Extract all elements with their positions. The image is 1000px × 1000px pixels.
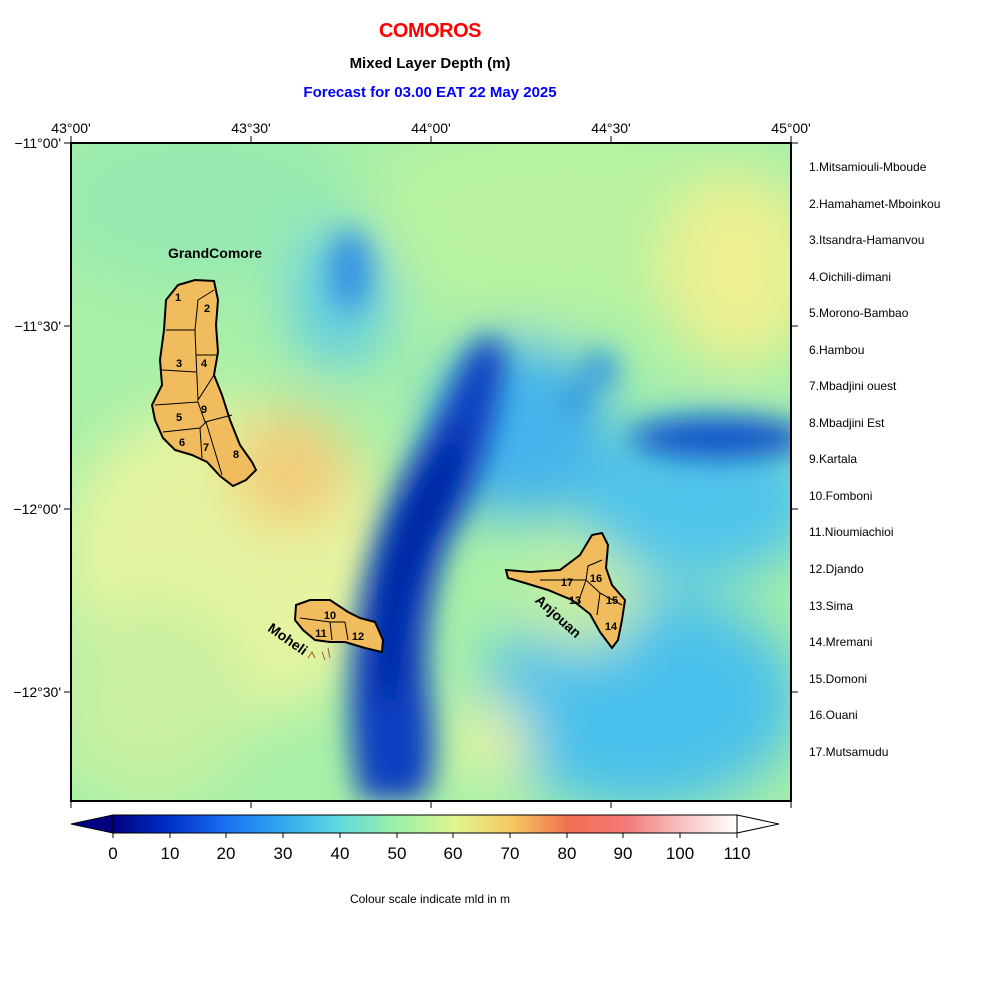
region-legend-item: 7.Mbadjini ouest [809,379,897,393]
region-number: 2 [204,303,210,315]
region-legend-item: 17.Mutsamudu [809,745,889,759]
region-number: 9 [201,404,207,416]
region-number: 1 [175,292,181,304]
region-legend-item: 5.Morono-Bambao [809,306,909,320]
region-legend-item: 12.Djando [809,562,864,576]
region-number: 16 [590,573,602,585]
region-legend-item: 9.Kartala [809,452,858,466]
colorbar-tick-label: 60 [444,844,463,863]
region-number: 10 [324,610,336,622]
colorbar-tick-label: 90 [614,844,633,863]
lon-tick-label: 43°00' [51,120,90,136]
region-legend-item: 2.Hamahamet-Mboinkou [809,197,941,211]
region-legend-item: 6.Hambou [809,343,865,357]
lat-tick-label: −12°30' [13,684,61,700]
region-legend-item: 16.Ouani [809,708,858,722]
region-number: 11 [315,628,327,640]
lat-tick-label: −12°00' [13,501,61,517]
region-number: 6 [179,437,185,449]
lat-tick-label: −11°30' [14,318,61,334]
region-number: 15 [606,595,618,607]
region-number: 8 [233,449,239,461]
grande-comore-island [150,278,258,488]
colorbar-tick-label: 20 [217,844,236,863]
region-legend-item: 3.Itsandra-Hamanvou [809,233,925,247]
colorbar-tick-label: 40 [331,844,350,863]
forecast-label: Forecast for 03.00 EAT 22 May 2025 [303,84,557,101]
region-legend-item: 14.Mremani [809,635,873,649]
axis-ticks [64,136,798,808]
lon-tick-label: 43°30' [231,120,270,136]
region-number: 4 [201,358,208,370]
region-legend-item: 15.Domoni [809,672,868,686]
region-number: 5 [176,412,182,424]
region-number: 14 [605,621,618,633]
region-number: 7 [203,442,209,454]
region-legend-item: 13.Sima [809,599,854,613]
lon-tick-label: 44°30' [591,120,630,136]
region-number: 17 [561,577,573,589]
region-legend-item: 4.Oichili-dimani [809,270,892,284]
region-legend-item: 8.Mbadjini Est [809,416,885,430]
colorbar: 0 10 20 30 40 50 60 70 80 90 100 110 [70,814,780,863]
lon-tick-label: 44°00' [411,120,450,136]
island-label-grande-comore: GrandComore [168,245,262,261]
colorbar-tick-label: 70 [501,844,520,863]
region-legend-item: 1.Mitsamiouli-Mboude [809,160,927,174]
region-number: 12 [352,631,364,643]
anjouan-island [504,531,627,650]
lat-tick-label: −11°00' [14,135,61,151]
colorbar-tick-label: 10 [161,844,180,863]
colorbar-tick-label: 110 [723,844,750,863]
moheli-island [293,599,385,661]
region-number: 13 [569,595,581,607]
colorbar-tick-label: 80 [558,844,577,863]
colorbar-tick-label: 0 [108,844,117,863]
colorbar-tick-label: 30 [274,844,293,863]
colorbar-tick-label: 100 [666,844,694,863]
map-subtitle: Mixed Layer Depth (m) [349,55,511,72]
lon-tick-label: 45°00' [771,120,810,136]
region-number: 3 [176,358,182,370]
mld-field [71,143,791,801]
colorbar-caption: Colour scale indicate mld in m [349,892,511,906]
colorbar-tick-label: 50 [388,844,407,863]
region-legend-item: 10.Fomboni [809,489,873,503]
region-legend-item: 11.Nioumiachioi [809,525,894,539]
map-title: COMOROS [378,20,482,42]
